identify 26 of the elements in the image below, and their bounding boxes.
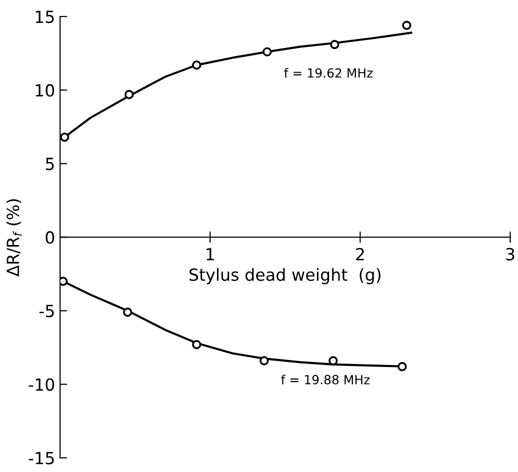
point [60, 276, 68, 286]
point [123, 308, 132, 317]
y-tick-label: -15 [28, 452, 54, 464]
point [192, 60, 202, 70]
y-tick-label: -5 [39, 304, 54, 318]
y-axis-title: ΔR/R$_{f}$ (%) [6, 199, 22, 276]
y-tick-label: 0 [46, 231, 54, 244]
point [402, 20, 412, 30]
point [192, 340, 202, 350]
y-tick-label: -10 [28, 378, 54, 391]
point [260, 356, 269, 366]
point [124, 90, 134, 100]
point [60, 132, 70, 142]
annotation: f = 19.88 MHz [281, 374, 370, 384]
y-tick-label: 5 [46, 158, 54, 170]
point [328, 356, 338, 366]
x-tick-label: 3 [506, 248, 514, 260]
annotation: f = 19.62 MHz [284, 68, 373, 78]
point [398, 362, 407, 372]
point [330, 40, 340, 50]
x-tick-label: 1 [206, 248, 214, 260]
x-axis-title: Stylus dead weight (g) [190, 268, 380, 284]
x-tick-label: 2 [356, 248, 364, 260]
y-tick-label: 15 [36, 10, 54, 24]
y-tick-label: 10 [36, 84, 54, 97]
point [262, 47, 272, 56]
